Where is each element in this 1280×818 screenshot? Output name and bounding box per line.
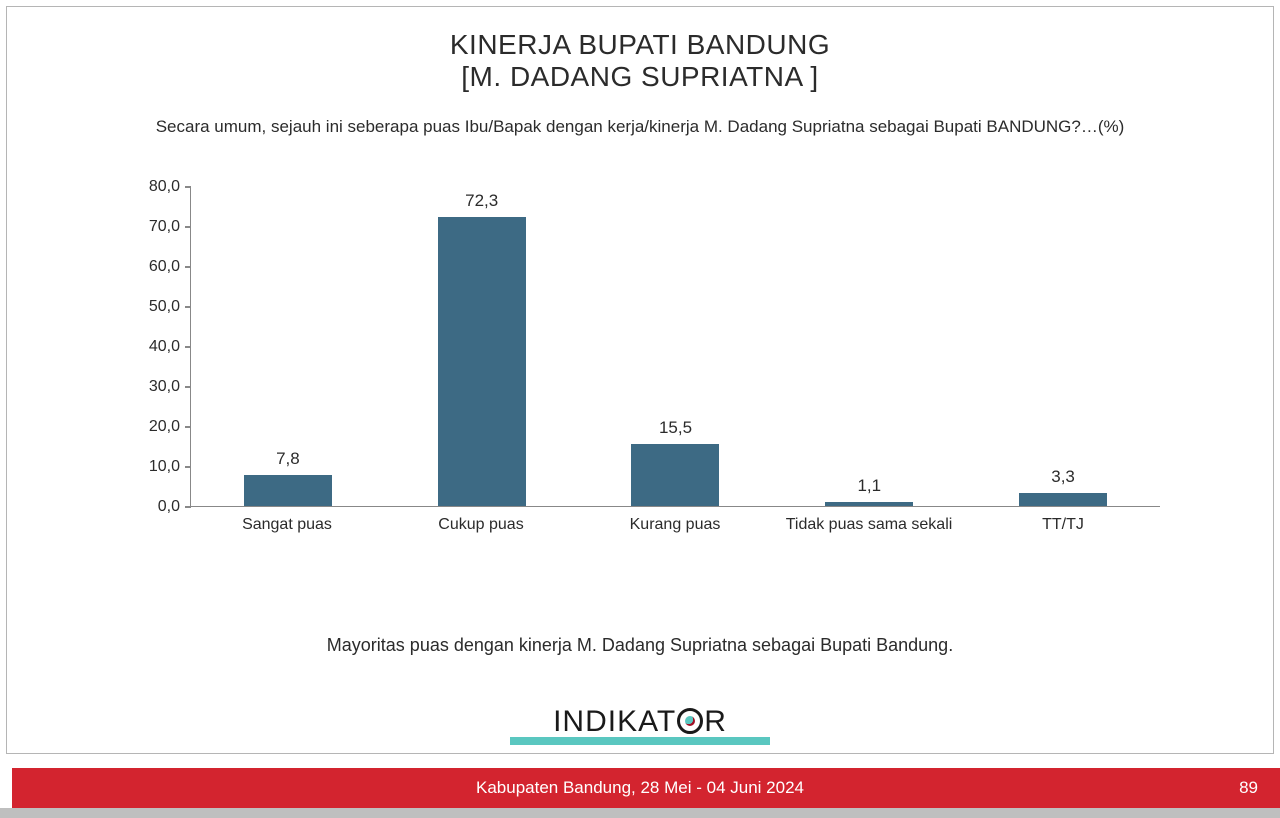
plot-area: 7,8 72,3 15,5 1,1 3,3 [190, 187, 1160, 507]
logo-text-after: R [704, 705, 727, 739]
title-block: KINERJA BUPATI BANDUNG [M. DADANG SUPRIA… [7, 29, 1273, 93]
y-tick-label: 80,0 [120, 178, 180, 196]
footer-bar: Kabupaten Bandung, 28 Mei - 04 Juni 2024… [0, 768, 1280, 808]
logo-text: INDIKAT R [510, 705, 770, 739]
content-frame: KINERJA BUPATI BANDUNG [M. DADANG SUPRIA… [6, 6, 1274, 754]
y-tick-label: 70,0 [120, 218, 180, 236]
bar-value-label: 1,1 [857, 476, 881, 496]
page-number: 89 [1239, 778, 1258, 798]
bar-slot: 72,3 [385, 187, 579, 506]
bar [1019, 493, 1107, 506]
bar-value-label: 72,3 [465, 191, 498, 211]
title-line-1: KINERJA BUPATI BANDUNG [7, 29, 1273, 61]
bar-slot: 15,5 [579, 187, 773, 506]
y-tick-label: 0,0 [120, 498, 180, 516]
y-tick-label: 50,0 [120, 298, 180, 316]
y-tick-label: 40,0 [120, 338, 180, 356]
bar [244, 475, 332, 506]
y-tick-mark [185, 266, 191, 268]
title-line-2: [M. DADANG SUPRIATNA ] [7, 61, 1273, 93]
bar-chart: 0,010,020,030,040,050,060,070,080,0 7,87… [120, 187, 1160, 567]
bar-value-label: 7,8 [276, 449, 300, 469]
y-tick-mark [185, 466, 191, 468]
question-text: Secara umum, sejauh ini seberapa puas Ib… [7, 117, 1273, 137]
bar [631, 444, 719, 506]
caption-text: Mayoritas puas dengan kinerja M. Dadang … [7, 635, 1273, 656]
bottom-strip [0, 808, 1280, 818]
slide-page: KINERJA BUPATI BANDUNG [M. DADANG SUPRIA… [0, 0, 1280, 818]
logo: INDIKAT R [510, 705, 770, 745]
x-axis-label: TT/TJ [966, 515, 1160, 535]
bar-slot: 1,1 [772, 187, 966, 506]
bar-value-label: 3,3 [1051, 467, 1075, 487]
bar-value-label: 15,5 [659, 418, 692, 438]
x-axis-label: Kurang puas [578, 515, 772, 535]
x-axis-label: Tidak puas sama sekali [772, 515, 966, 535]
y-tick-label: 20,0 [120, 418, 180, 436]
x-axis-label: Sangat puas [190, 515, 384, 535]
footer-text: Kabupaten Bandung, 28 Mei - 04 Juni 2024 [476, 778, 804, 798]
bar-slot: 7,8 [191, 187, 385, 506]
bars-container: 7,8 72,3 15,5 1,1 3,3 [191, 187, 1160, 506]
footer-left-notch [0, 768, 12, 808]
bar-slot: 3,3 [966, 187, 1160, 506]
bar [825, 502, 913, 506]
y-tick-mark [185, 186, 191, 188]
y-tick-mark [185, 386, 191, 388]
y-tick-mark [185, 226, 191, 228]
y-tick-label: 60,0 [120, 258, 180, 276]
y-tick-mark [185, 346, 191, 348]
y-tick-label: 30,0 [120, 378, 180, 396]
x-axis-label: Cukup puas [384, 515, 578, 535]
y-axis: 0,010,020,030,040,050,060,070,080,0 [120, 187, 190, 507]
y-tick-label: 10,0 [120, 458, 180, 476]
logo-o-icon [677, 708, 703, 734]
bar [438, 217, 526, 506]
y-tick-mark [185, 306, 191, 308]
y-tick-mark [185, 426, 191, 428]
y-tick-mark [185, 506, 191, 508]
logo-text-before: INDIKAT [553, 705, 676, 739]
x-axis-labels: Sangat puasCukup puasKurang puasTidak pu… [190, 515, 1160, 535]
